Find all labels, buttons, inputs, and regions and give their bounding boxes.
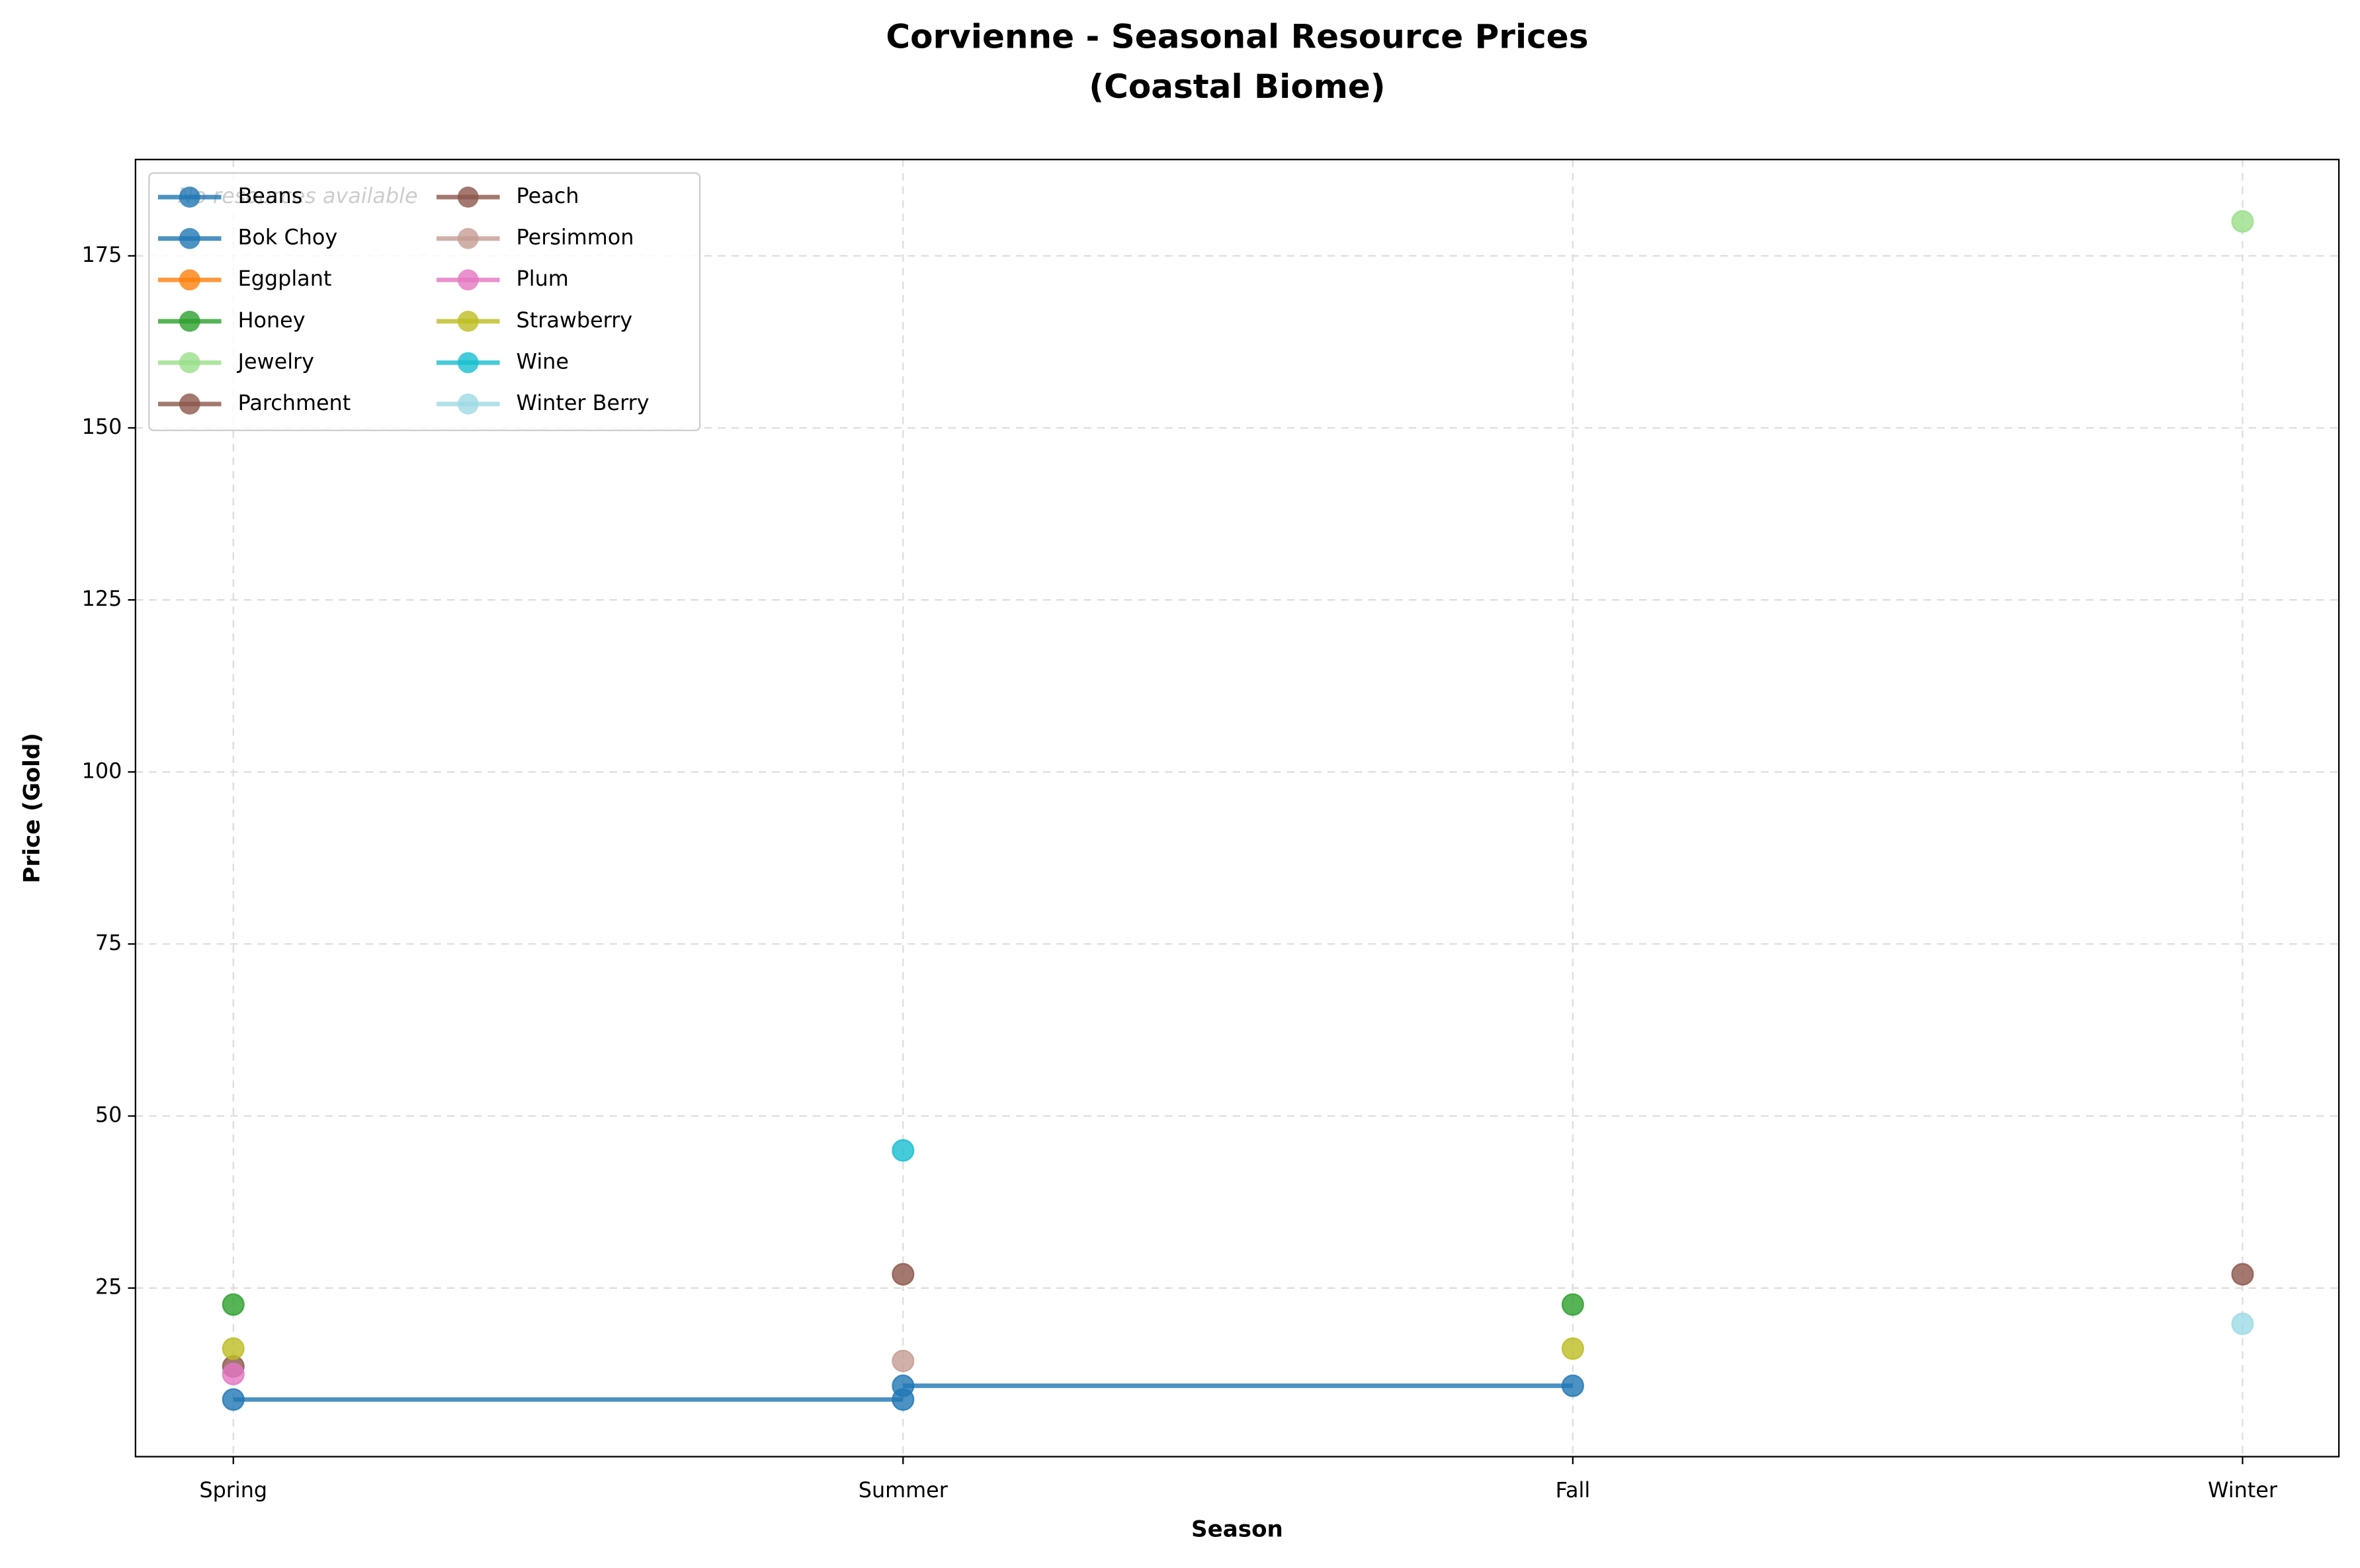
y-tick-label: 25	[95, 1274, 122, 1300]
legend-marker	[179, 352, 200, 374]
data-point	[2231, 1262, 2254, 1286]
x-tick-label: Winter	[2208, 1477, 2278, 1503]
y-tick-label: 150	[82, 414, 122, 439]
legend-label: Honey	[238, 308, 306, 333]
chart-title: (Coastal Biome)	[1089, 67, 1385, 106]
data-point	[892, 1139, 915, 1162]
legend-marker	[457, 186, 479, 208]
data-point	[2231, 1312, 2254, 1335]
data-point	[222, 1337, 245, 1360]
data-point	[222, 1362, 245, 1385]
legend-marker	[457, 393, 479, 415]
legend-marker	[179, 186, 200, 208]
legend-marker	[457, 227, 479, 249]
data-point	[2231, 210, 2254, 233]
y-tick-label: 75	[95, 930, 122, 955]
data-point	[892, 1349, 915, 1373]
legend-label: Strawberry	[517, 308, 633, 333]
data-point	[892, 1374, 915, 1397]
legend-marker	[179, 310, 200, 332]
legend-box	[148, 172, 701, 431]
legend-marker	[457, 352, 479, 374]
legend-label: Persimmon	[517, 225, 634, 250]
legend-marker	[457, 269, 479, 291]
y-axis-label: Price (Gold)	[19, 733, 46, 884]
legend-label: Beans	[238, 183, 303, 208]
data-point	[1561, 1337, 1584, 1360]
x-axis-label: Season	[1191, 1516, 1283, 1543]
y-tick-label: 125	[82, 586, 122, 611]
legend-label: Peach	[517, 183, 579, 208]
legend-marker	[179, 227, 200, 249]
legend-label: Wine	[517, 349, 569, 374]
legend-label: Jewelry	[237, 349, 314, 374]
x-tick-label: Fall	[1556, 1477, 1591, 1503]
y-tick-label: 50	[95, 1102, 122, 1128]
legend-label: Parchment	[238, 390, 351, 415]
data-point	[222, 1388, 245, 1411]
legend-label: Plum	[517, 266, 569, 291]
y-tick-label: 175	[82, 242, 122, 267]
plot-frame	[134, 159, 2340, 1458]
legend-marker	[457, 310, 479, 332]
data-point	[1561, 1293, 1584, 1316]
chart-title: Corvienne - Seasonal Resource Prices	[886, 18, 1588, 56]
legend-marker	[179, 269, 200, 291]
legend-label: Eggplant	[238, 266, 332, 291]
x-tick-label: Summer	[859, 1477, 948, 1503]
y-tick-label: 100	[82, 758, 122, 783]
data-point	[1561, 1374, 1584, 1397]
legend-label: Winter Berry	[517, 390, 650, 415]
data-point	[892, 1262, 915, 1286]
legend-marker	[179, 393, 200, 415]
data-point	[222, 1293, 245, 1316]
x-tick-label: Spring	[199, 1477, 267, 1503]
legend-label: Bok Choy	[238, 225, 338, 250]
